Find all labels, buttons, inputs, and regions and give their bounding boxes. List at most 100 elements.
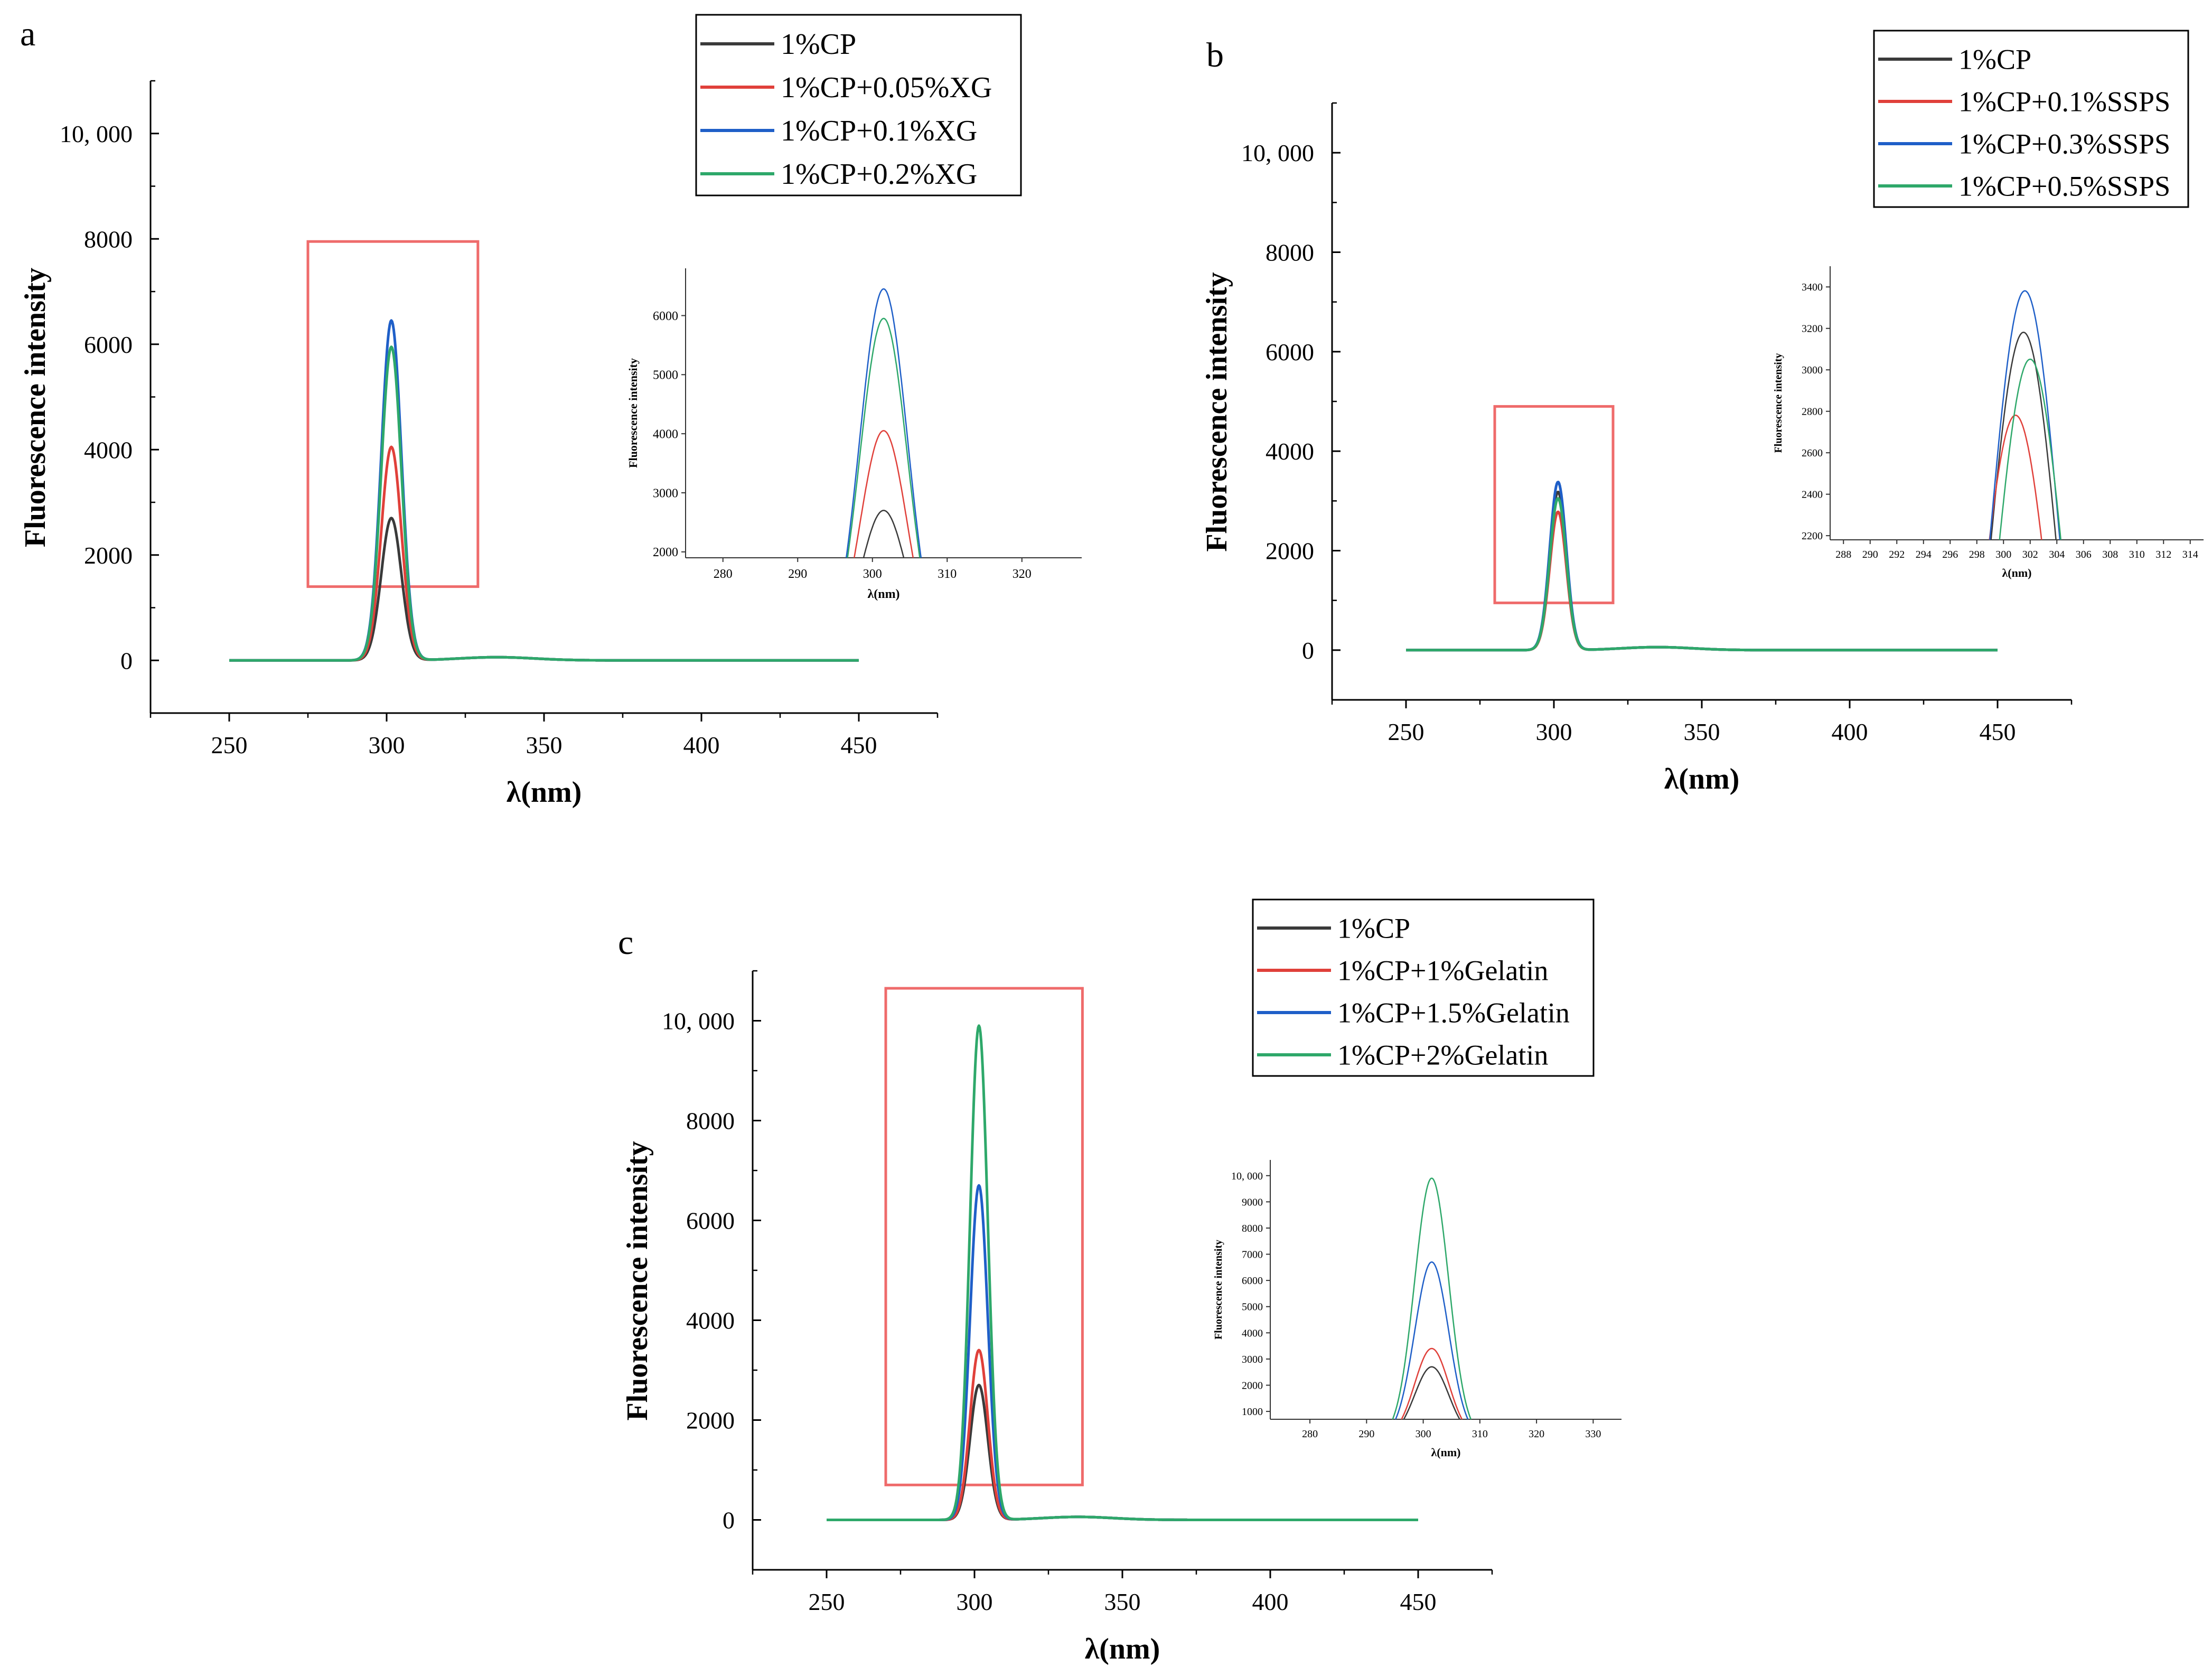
inset-y-tick-label: 5000 xyxy=(653,369,678,382)
inset-y-tick-label: 3000 xyxy=(1242,1354,1263,1365)
inset-y-tick-label: 2000 xyxy=(653,546,678,559)
inset-series-line-1%CP+0.5%SSPS xyxy=(1999,358,2062,540)
inset-x-tick-label: 330 xyxy=(1585,1428,1601,1440)
y-tick-label: 0 xyxy=(120,647,133,674)
inset-x-tick-label: 280 xyxy=(714,567,733,581)
inset-y-tick-label: 3000 xyxy=(653,486,678,500)
y-tick-label: 8000 xyxy=(84,226,133,252)
inset-x-axis-label: λ(nm) xyxy=(2002,566,2031,579)
x-axis-label: λ(nm) xyxy=(507,776,582,809)
panel-c: c 0 2000 4000 6000 8000 10, 000 250 300 350 400 45… xyxy=(618,898,1621,1665)
inset-x-axis-label: λ(nm) xyxy=(867,587,899,601)
series-line-1%CP+0.2%XG xyxy=(229,345,859,662)
inset-chart-c: 1000 2000 3000 4000 5000 6000 7000 8000 9000 10, … xyxy=(1213,1160,1621,1459)
inset-series-line-1%CP+0.1%XG xyxy=(845,288,922,558)
inset-y-tick-label: 5000 xyxy=(1242,1301,1263,1313)
inset-y-tick-label: 3200 xyxy=(1802,323,1823,335)
inset-y-tick-label: 3000 xyxy=(1802,364,1823,376)
inset-x-tick-label: 308 xyxy=(2102,549,2118,560)
inset-x-tick-label: 290 xyxy=(788,567,807,581)
series-line-1%CP+0.5%SSPS xyxy=(1405,497,1999,652)
y-tick-label: 2000 xyxy=(686,1407,735,1434)
inset-series-line-1%CP+0.2%XG xyxy=(847,317,921,558)
inset-series-group xyxy=(1392,1177,1472,1419)
inset-y-axis-label: Fluorescence intensity xyxy=(626,358,640,468)
legend-a: 1%CP 1%CP+0.05%XG 1%CP+0.1%XG 1%CP+0.2%XG xyxy=(695,14,1022,196)
inset-y-tick-label: 6000 xyxy=(1242,1275,1263,1287)
y-tick-label: 2000 xyxy=(1266,538,1314,565)
y-tick-label: 2000 xyxy=(84,542,133,569)
inset-y-tick-label: 2400 xyxy=(1802,489,1823,501)
legend-label: 1%CP+1%Gelatin xyxy=(1337,954,1548,986)
inset-x-tick-label: 306 xyxy=(2076,549,2092,560)
inset-x-tick-label: 292 xyxy=(1889,549,1905,560)
panel-b: b 0 2000 4000 6000 8000 10, 000 250 300 350 400 45… xyxy=(1201,30,2204,795)
y-tick-label: 10, 000 xyxy=(1241,139,1314,166)
y-tick-label: 0 xyxy=(723,1507,735,1534)
x-tick-label: 400 xyxy=(1252,1588,1289,1615)
legend-label: 1%CP+1.5%Gelatin xyxy=(1337,997,1570,1028)
inset-x-tick-label: 320 xyxy=(1529,1428,1544,1440)
inset-series-group xyxy=(845,288,922,558)
legend-label: 1%CP+0.3%SSPS xyxy=(1958,128,2170,160)
x-tick-label: 300 xyxy=(957,1588,993,1615)
inset-y-axis-label: Fluorescence intensity xyxy=(1213,1240,1224,1340)
inset-y-tick-label: 6000 xyxy=(653,310,678,323)
series-line-1%CP+2%Gelatin xyxy=(826,1024,1419,1521)
panel-a: a 0 2000 4000 6000 8000 10, 000 250 300 350 400 45… xyxy=(19,14,1082,809)
zoom-box xyxy=(1493,405,1615,604)
inset-x-tick-label: 300 xyxy=(1416,1428,1431,1440)
x-tick-label: 400 xyxy=(1832,718,1868,745)
y-axis-label: Fluorescence intensity xyxy=(621,1141,654,1420)
legend-label: 1%CP+0.2%XG xyxy=(781,158,977,191)
inset-y-tick-label: 3400 xyxy=(1802,282,1823,293)
inset-chart-a: 2000 3000 4000 5000 6000 280 290 300 310 320 λ(nm)… xyxy=(626,268,1082,601)
x-tick-label: 250 xyxy=(1388,718,1424,745)
y-tick-label: 10, 000 xyxy=(662,1008,735,1035)
inset-series-group xyxy=(1989,290,2062,540)
inset-x-tick-label: 310 xyxy=(2129,549,2145,560)
inset-series-line-1%CP+1%Gelatin xyxy=(1401,1347,1463,1419)
legend-label: 1%CP+0.05%XG xyxy=(781,71,992,104)
legend-label: 1%CP xyxy=(781,28,856,61)
y-axis-label: Fluorescence intensity xyxy=(19,268,52,547)
legend-label: 1%CP+0.5%SSPS xyxy=(1958,170,2170,202)
x-tick-label: 350 xyxy=(1684,718,1720,745)
y-tick-label: 4000 xyxy=(686,1307,735,1334)
inset-x-tick-label: 304 xyxy=(2049,549,2065,560)
inset-series-line-1%CP xyxy=(863,510,905,558)
x-tick-label: 250 xyxy=(211,732,248,758)
inset-x-tick-label: 320 xyxy=(1013,567,1032,581)
inset-series-line-1%CP+0.05%XG xyxy=(854,430,914,558)
inset-y-tick-label: 9000 xyxy=(1242,1196,1263,1208)
inset-y-tick-label: 2800 xyxy=(1802,406,1823,418)
inset-x-tick-label: 310 xyxy=(1472,1428,1488,1440)
x-tick-label: 450 xyxy=(1980,718,2016,745)
inset-y-tick-label: 2200 xyxy=(1802,530,1823,542)
x-axis-label: λ(nm) xyxy=(1085,1633,1160,1665)
inset-x-tick-label: 290 xyxy=(1862,549,1878,560)
y-tick-label: 8000 xyxy=(686,1108,735,1135)
inset-x-tick-label: 280 xyxy=(1302,1428,1318,1440)
zoom-box xyxy=(306,240,480,588)
inset-series-line-1%CP+0.1%SSPS xyxy=(1989,414,2042,540)
inset-y-tick-label: 8000 xyxy=(1242,1223,1263,1234)
inset-x-tick-label: 314 xyxy=(2182,549,2198,560)
x-tick-label: 450 xyxy=(1400,1588,1437,1615)
inset-y-tick-label: 4000 xyxy=(653,428,678,442)
x-tick-label: 300 xyxy=(369,732,405,758)
inset-series-line-1%CP xyxy=(1990,331,2057,540)
inset-series-line-1%CP+0.3%SSPS xyxy=(1989,290,2061,540)
chart-a: 0 2000 4000 6000 8000 10, 000 250 300 350 400 450 λ… xyxy=(19,80,939,809)
inset-y-tick-label: 7000 xyxy=(1242,1249,1263,1261)
y-tick-label: 10, 000 xyxy=(60,120,133,147)
panel-label: a xyxy=(20,15,35,53)
inset-y-tick-label: 1000 xyxy=(1242,1406,1263,1418)
y-tick-label: 6000 xyxy=(84,331,133,358)
legend-b: 1%CP 1%CP+0.1%SSPS 1%CP+0.3%SSPS 1%CP+0.5%S… xyxy=(1873,30,2189,208)
inset-x-tick-label: 300 xyxy=(1995,549,2011,560)
inset-x-axis-label: λ(nm) xyxy=(1431,1446,1460,1459)
chart-c: 0 2000 4000 6000 8000 10, 000 250 300 350 400 450 λ… xyxy=(621,970,1493,1665)
